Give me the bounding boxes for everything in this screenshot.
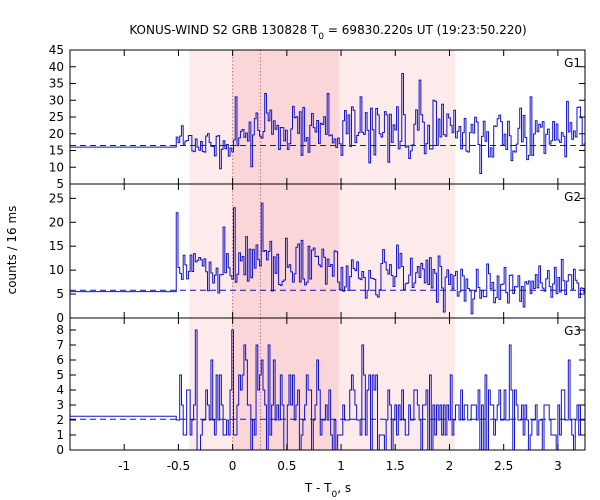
y-tick-label: 5 xyxy=(56,368,64,382)
chart-title: KONUS-WIND S2 GRB 130828 T0 = 69830.220s… xyxy=(129,23,526,42)
y-tick-label: 7 xyxy=(56,338,64,352)
x-tick-label: -0.5 xyxy=(167,459,190,473)
x-tick-label: 2 xyxy=(446,459,454,473)
y-tick-label: 25 xyxy=(49,191,64,205)
panel-g2: 0 5 10 15 20 25 G2 xyxy=(49,183,586,325)
x-tick-label: 1 xyxy=(337,459,345,473)
panel-label-g1: G1 xyxy=(564,56,581,70)
y-tick-label: 35 xyxy=(49,77,64,91)
y-tick-label: 20 xyxy=(49,215,64,229)
y-tick-label: 4 xyxy=(56,383,64,397)
y-tick-label: 6 xyxy=(56,353,64,367)
y-tick-label: 10 xyxy=(49,160,64,174)
x-tick-label: 0.5 xyxy=(277,459,296,473)
y-tick-label: 0 xyxy=(56,311,64,325)
lightcurve-g1 xyxy=(70,72,585,174)
y-tick-label: 15 xyxy=(49,239,64,253)
y-tick-label: 1 xyxy=(56,428,64,442)
x-tick-label: -1 xyxy=(118,459,130,473)
x-tick-label: 1.5 xyxy=(386,459,405,473)
panel-label-g2: G2 xyxy=(564,190,581,204)
y-tick-label: 10 xyxy=(49,263,64,277)
x-axis-label: T - T0, s xyxy=(304,481,351,500)
y-tick-label: 20 xyxy=(49,127,64,141)
y-tick-label: 8 xyxy=(56,323,64,337)
panel-g1: 5 10 15 20 25 30 35 40 45 G1 xyxy=(49,43,586,191)
lightcurve-g3 xyxy=(70,329,585,450)
x-tick-label: 2.5 xyxy=(494,459,513,473)
y-tick-label: 30 xyxy=(49,93,64,107)
panel-label-g3: G3 xyxy=(564,324,581,338)
y-tick-label: 5 xyxy=(56,177,64,191)
y-axis-label: counts / 16 ms xyxy=(5,206,19,295)
y-tick-label: 40 xyxy=(49,60,64,74)
y-tick-label: 5 xyxy=(56,287,64,301)
shaded-interval-2 xyxy=(232,318,339,450)
y-tick-label: 3 xyxy=(56,398,64,412)
y-tick-label: 15 xyxy=(49,144,64,158)
x-tick-label: 3 xyxy=(554,459,562,473)
panel-frame xyxy=(69,317,586,451)
y-tick-label: 25 xyxy=(49,110,64,124)
shaded-interval-2 xyxy=(232,50,339,184)
y-tick-label: 2 xyxy=(56,413,64,427)
y-tick-label: 0 xyxy=(56,443,64,457)
lightcurve-g2 xyxy=(70,202,585,315)
x-tick-label: 0 xyxy=(229,459,237,473)
y-tick-label: 45 xyxy=(49,43,64,57)
